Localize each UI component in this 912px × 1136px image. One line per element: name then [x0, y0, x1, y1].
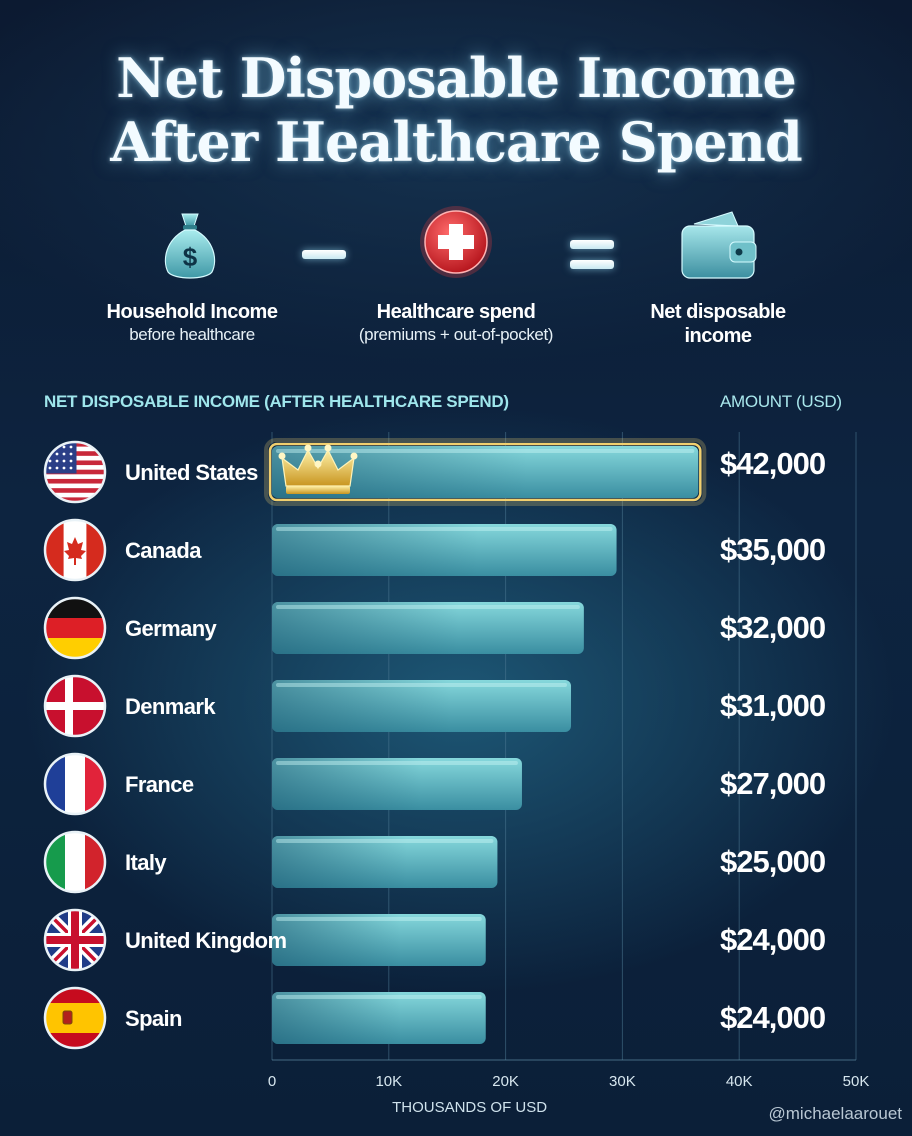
chart-title-line2: After Healthcare Spend	[110, 110, 802, 174]
country-label: United States	[125, 460, 258, 485]
bar-group	[272, 524, 617, 576]
bar-group	[272, 914, 486, 966]
bar-group	[272, 992, 486, 1044]
country-label: Denmark	[125, 694, 216, 719]
chart-title-line1: Net Disposable Income	[116, 46, 797, 110]
value-label: $42,000	[720, 446, 825, 481]
formula-term2-main: Healthcare spend	[376, 301, 536, 323]
value-label: $25,000	[720, 844, 825, 879]
column-header-right: AMOUNT (USD)	[720, 392, 842, 411]
formula-row: $	[0, 206, 912, 358]
x-tick-label: 10K	[375, 1073, 402, 1090]
country-label: United Kingdom	[125, 928, 287, 953]
x-axis-title: THOUSANDS OF USD	[392, 1099, 547, 1116]
value-label: $31,000	[720, 688, 825, 723]
formula-term3-sub: income	[684, 325, 752, 347]
bar-group	[272, 602, 584, 654]
country-label: Italy	[125, 850, 167, 875]
country-label: Spain	[125, 1006, 182, 1031]
flag-spain-icon	[43, 986, 107, 1050]
x-tick-label: 30K	[609, 1073, 636, 1090]
value-label: $24,000	[720, 922, 825, 957]
flag-france-icon	[43, 752, 107, 816]
minus-operator-icon	[298, 224, 358, 284]
formula-term3-main: Net disposable	[650, 301, 786, 323]
value-label: $27,000	[720, 766, 825, 801]
value-label: $32,000	[720, 610, 825, 645]
author-credit: @michaelaarouet	[768, 1104, 903, 1123]
country-label: France	[125, 772, 194, 797]
bar-group	[272, 680, 572, 732]
flag-uk-icon	[43, 908, 107, 972]
flag-germany-icon	[43, 596, 107, 660]
equals-operator-icon	[566, 224, 626, 284]
flag-canada-icon	[43, 518, 107, 582]
money-bag-icon: $	[158, 208, 222, 282]
flag-denmark-icon	[43, 674, 107, 738]
bar-highlight-border	[268, 442, 702, 502]
crown-icon	[278, 444, 358, 494]
flag-us-icon	[43, 440, 107, 504]
flag-italy-icon	[43, 830, 107, 894]
x-tick-label: 0	[268, 1073, 276, 1090]
bar-group	[272, 836, 498, 888]
x-tick-label: 40K	[726, 1073, 753, 1090]
country-label: Canada	[125, 538, 202, 563]
value-label: $24,000	[720, 1000, 825, 1035]
bar-chart: United States $42,000 Canada $35,000 Germany…	[43, 432, 870, 1116]
bar-group	[264, 438, 707, 506]
x-tick-label: 50K	[843, 1073, 870, 1090]
formula-term1-main: Household Income	[106, 301, 278, 323]
wallet-icon	[678, 208, 760, 282]
x-tick-label: 20K	[492, 1073, 519, 1090]
medical-cross-icon	[416, 202, 496, 282]
country-label: Germany	[125, 616, 218, 641]
value-label: $35,000	[720, 532, 825, 567]
bar-group	[272, 758, 522, 810]
column-header-left: NET DISPOSABLE INCOME (AFTER HEALTHCARE …	[44, 392, 509, 411]
formula-term2-sub: (premiums + out-of-pocket)	[358, 325, 554, 344]
svg-text:$: $	[183, 242, 198, 272]
formula-term1-sub: before healthcare	[129, 325, 255, 344]
